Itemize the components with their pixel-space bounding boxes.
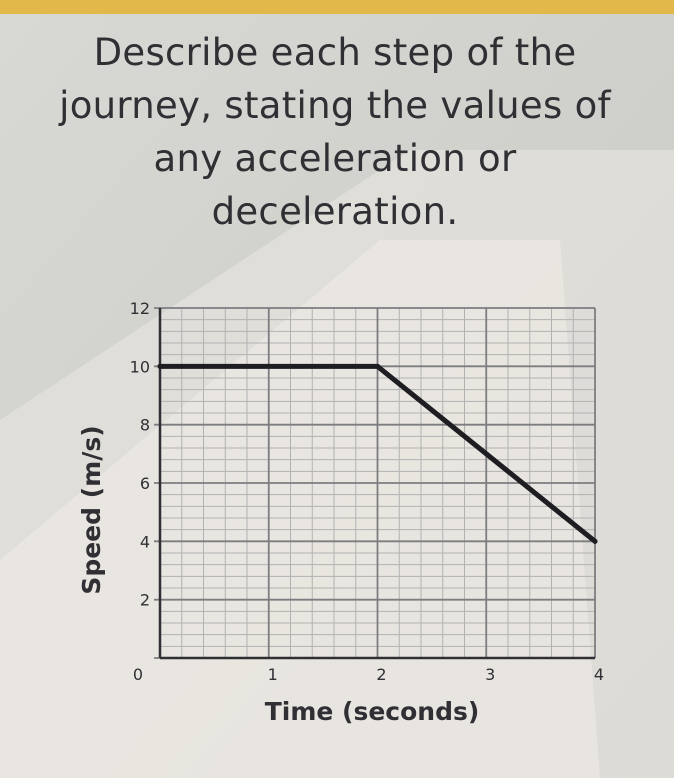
- question-line-3: any acceleration or: [153, 137, 517, 180]
- question-text: Describe each step of the journey, stati…: [10, 26, 660, 238]
- top-colored-strip: [0, 0, 674, 14]
- x-tick-label: 0: [133, 665, 143, 684]
- y-tick-label: 6: [140, 474, 150, 493]
- question-line-2: journey, stating the values of: [59, 84, 611, 127]
- x-tick-label: 1: [268, 665, 278, 684]
- x-axis-title: Time (seconds): [265, 697, 480, 726]
- major-grid: [154, 307, 596, 659]
- y-tick-label: 10: [130, 357, 150, 376]
- x-tick-label: 2: [376, 665, 386, 684]
- y-tick-label: 2: [140, 591, 150, 610]
- question-line-1: Describe each step of the: [93, 31, 577, 74]
- x-tick-label: 4: [594, 665, 604, 684]
- data-point: [157, 363, 163, 369]
- y-tick-label: 4: [140, 532, 150, 551]
- y-axis-title: Speed (m/s): [77, 425, 106, 594]
- y-tick-label: 12: [130, 299, 150, 318]
- x-tick-label: 3: [485, 665, 495, 684]
- data-point: [375, 363, 380, 369]
- question-line-4: deceleration.: [211, 190, 459, 233]
- data-point: [592, 538, 598, 544]
- y-tick-label: 8: [140, 416, 150, 435]
- chart-series: [157, 363, 598, 544]
